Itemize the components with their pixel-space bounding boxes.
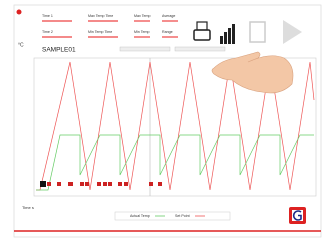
stat-label: Max Temp: [134, 14, 151, 18]
stat-label: Time 2: [42, 30, 53, 34]
app-icon[interactable]: [17, 10, 22, 15]
stat-label: Range: [162, 30, 173, 34]
stat-label: Min Temp: [134, 30, 150, 34]
legend-label: Set Point: [175, 214, 190, 218]
x-axis-label: Time s: [22, 205, 34, 210]
stat-label: Time 1: [42, 14, 53, 18]
stat-label: Average: [162, 14, 175, 18]
stat-label: Min Temp Time: [88, 30, 112, 34]
y-unit: °C: [18, 42, 24, 48]
dropdown[interactable]: [175, 47, 225, 51]
dropdown[interactable]: [120, 47, 170, 51]
stat-label: Max Temp Time: [88, 14, 113, 18]
legend-label: Actual Temp: [130, 214, 150, 218]
sample-name: SAMPLE01: [42, 47, 76, 54]
screen: Time 1 Max Temp Time Max Temp Average Ti…: [0, 0, 333, 242]
